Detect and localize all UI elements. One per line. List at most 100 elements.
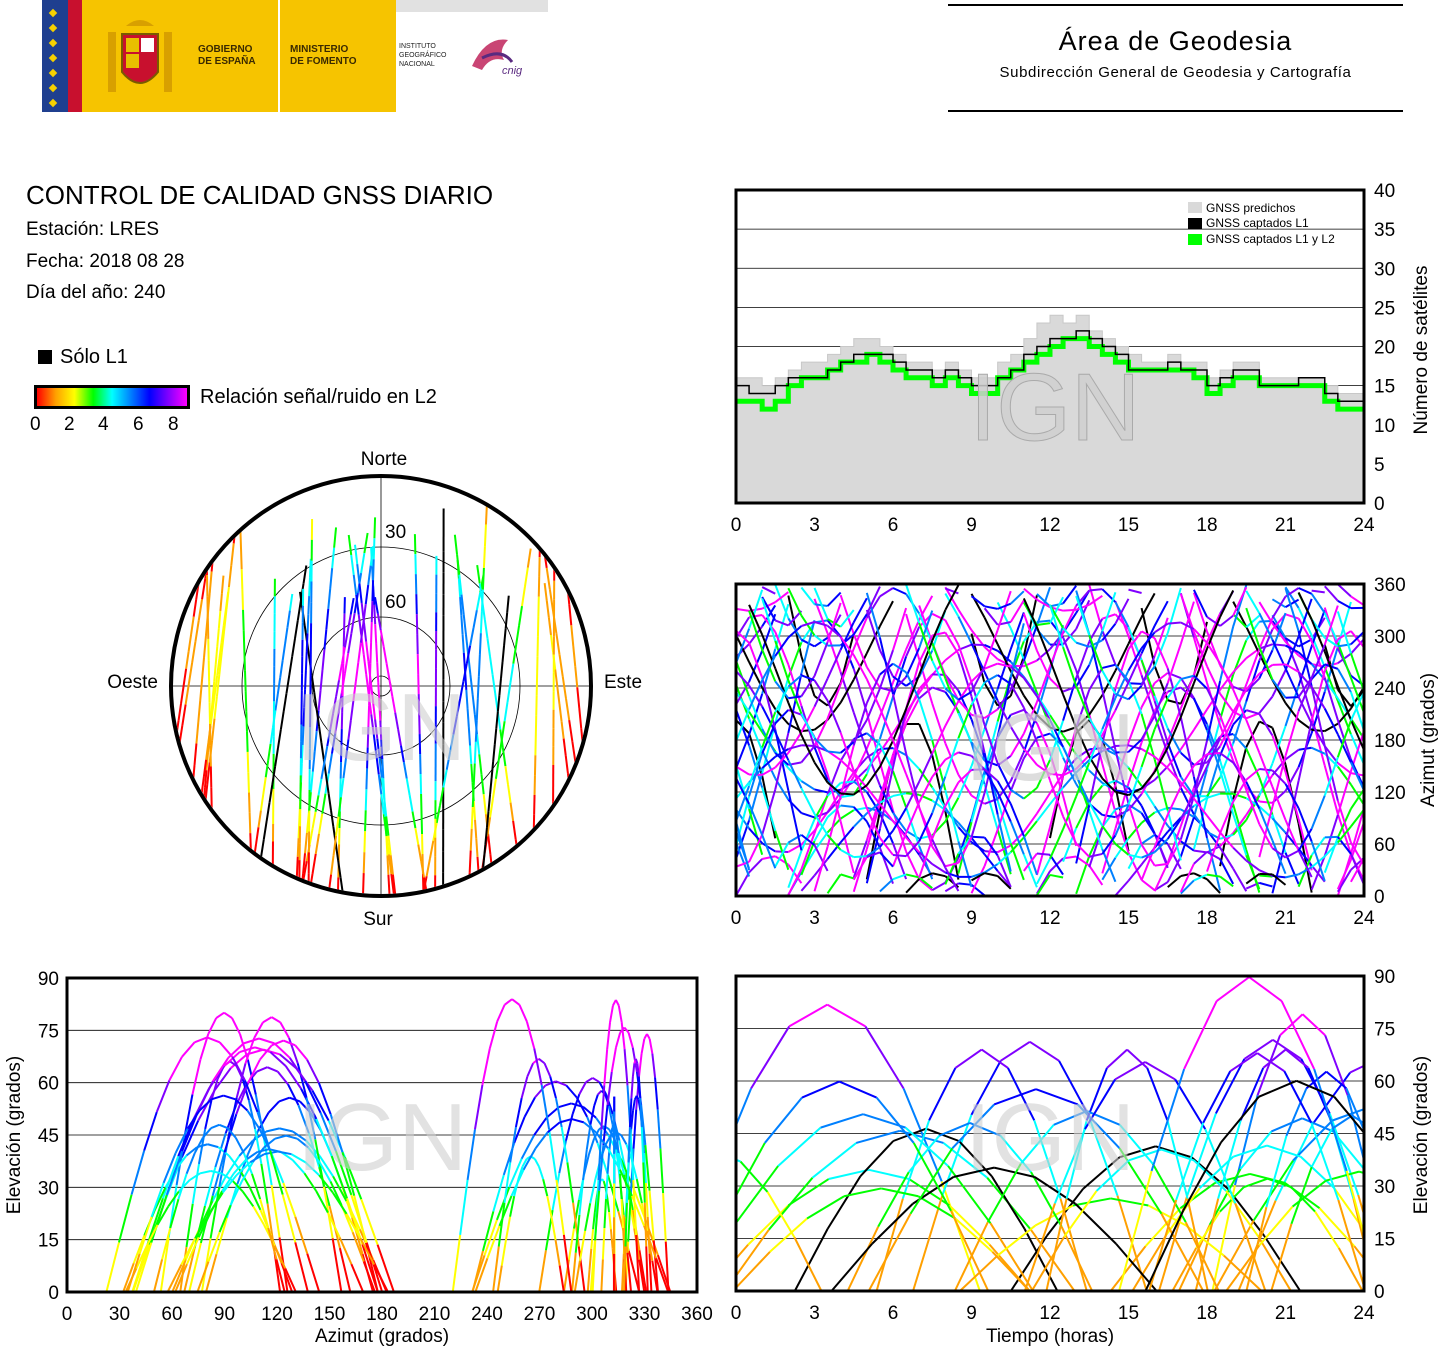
track-segment (583, 1121, 597, 1134)
track-segment (254, 1128, 263, 1165)
track-segment (1127, 684, 1143, 701)
track-segment (879, 744, 894, 772)
track-segment (589, 1178, 597, 1204)
track-segment (373, 517, 377, 539)
track-segment (492, 1246, 500, 1292)
plot-frame (65, 976, 699, 1294)
track-segment (282, 693, 288, 712)
track-segment (1062, 771, 1077, 789)
track-segment (1101, 825, 1117, 845)
track-segment (411, 811, 417, 829)
track-segment (197, 840, 202, 859)
track-segment (1185, 1224, 1225, 1257)
x-tick-label: 0 (731, 1303, 742, 1324)
track-segment (970, 696, 986, 754)
x-tick-label: 18 (1196, 908, 1217, 929)
track-segment (496, 1265, 503, 1292)
track-segment (640, 1127, 645, 1163)
track-segment (918, 807, 934, 840)
track-segment (931, 642, 947, 679)
track-segment (191, 843, 197, 861)
track-segment (839, 745, 855, 797)
track-segment (736, 1165, 779, 1224)
track-segment (262, 777, 267, 795)
track-segment (840, 809, 855, 820)
track-segment (787, 587, 803, 616)
track-segment (643, 1225, 658, 1259)
track-segment (459, 680, 465, 700)
track-segment (233, 1159, 247, 1174)
x-tick-label: 21 (1275, 515, 1296, 536)
track-segment (944, 619, 960, 646)
track-segment (761, 706, 777, 733)
track-segment (852, 597, 868, 623)
track-segment (866, 851, 881, 859)
track-segment (352, 574, 358, 595)
track-segment (185, 829, 190, 852)
colorbar-tick: 2 (64, 414, 75, 435)
track-segment (1336, 869, 1352, 893)
track-segment (931, 805, 947, 840)
track-segment (1271, 1117, 1303, 1133)
track-segment (840, 780, 854, 784)
track-segment (1114, 1061, 1146, 1081)
track-segment (369, 546, 375, 566)
track-segment (627, 1250, 641, 1292)
track-segment (213, 696, 218, 719)
track-segment (1245, 854, 1261, 890)
track-segment (341, 1152, 356, 1197)
track-segment (1009, 612, 1025, 650)
track-segment (207, 1231, 221, 1262)
track-segment (1009, 683, 1025, 709)
legend-swatch-l1l2 (1188, 234, 1202, 245)
track-segment (826, 781, 842, 795)
track-segment (318, 1174, 334, 1194)
track-segment (569, 790, 574, 808)
track-segment (1062, 585, 1077, 605)
track-segment (761, 655, 777, 681)
track-segment (609, 1005, 614, 1023)
track-segment (387, 853, 393, 875)
track-segment (865, 738, 881, 775)
satellite-tracks (736, 584, 1364, 896)
track-segment (892, 708, 908, 768)
track-segment (570, 625, 575, 647)
track-segment (1049, 604, 1065, 648)
track-segment (350, 1263, 365, 1292)
track-segment (325, 608, 330, 630)
track-segment (492, 778, 497, 799)
track-segment (627, 1127, 631, 1163)
track-segment (1023, 1203, 1056, 1291)
track-segment (1232, 601, 1248, 628)
track-segment (276, 677, 282, 695)
track-segment (509, 1126, 517, 1163)
track-segment (769, 1217, 808, 1253)
track-segment (156, 873, 159, 894)
track-segment (394, 712, 400, 730)
track-segment (371, 580, 375, 602)
track-segment (196, 858, 200, 877)
track-segment (944, 674, 960, 701)
track-segment (323, 745, 329, 763)
track-segment (1350, 783, 1364, 806)
track-segment (1297, 828, 1313, 852)
track-segment (1036, 803, 1051, 822)
track-segment (1114, 613, 1130, 630)
track-segment (826, 834, 842, 851)
track-segment (390, 873, 395, 894)
track-segment (1346, 1095, 1364, 1165)
track-segment (801, 728, 815, 733)
x-tick-label: 21 (1275, 1303, 1296, 1324)
track-segment (1182, 1141, 1222, 1212)
x-tick-label: 150 (314, 1304, 346, 1325)
track-segment (319, 1112, 337, 1152)
track-segment (302, 860, 308, 878)
track-segment (736, 628, 751, 664)
track-segment (1166, 825, 1182, 864)
track-segment (1280, 1000, 1316, 1070)
track-segment (918, 768, 934, 789)
track-segment (256, 1066, 268, 1073)
track-segment (1102, 613, 1116, 620)
track-segment (315, 709, 321, 727)
